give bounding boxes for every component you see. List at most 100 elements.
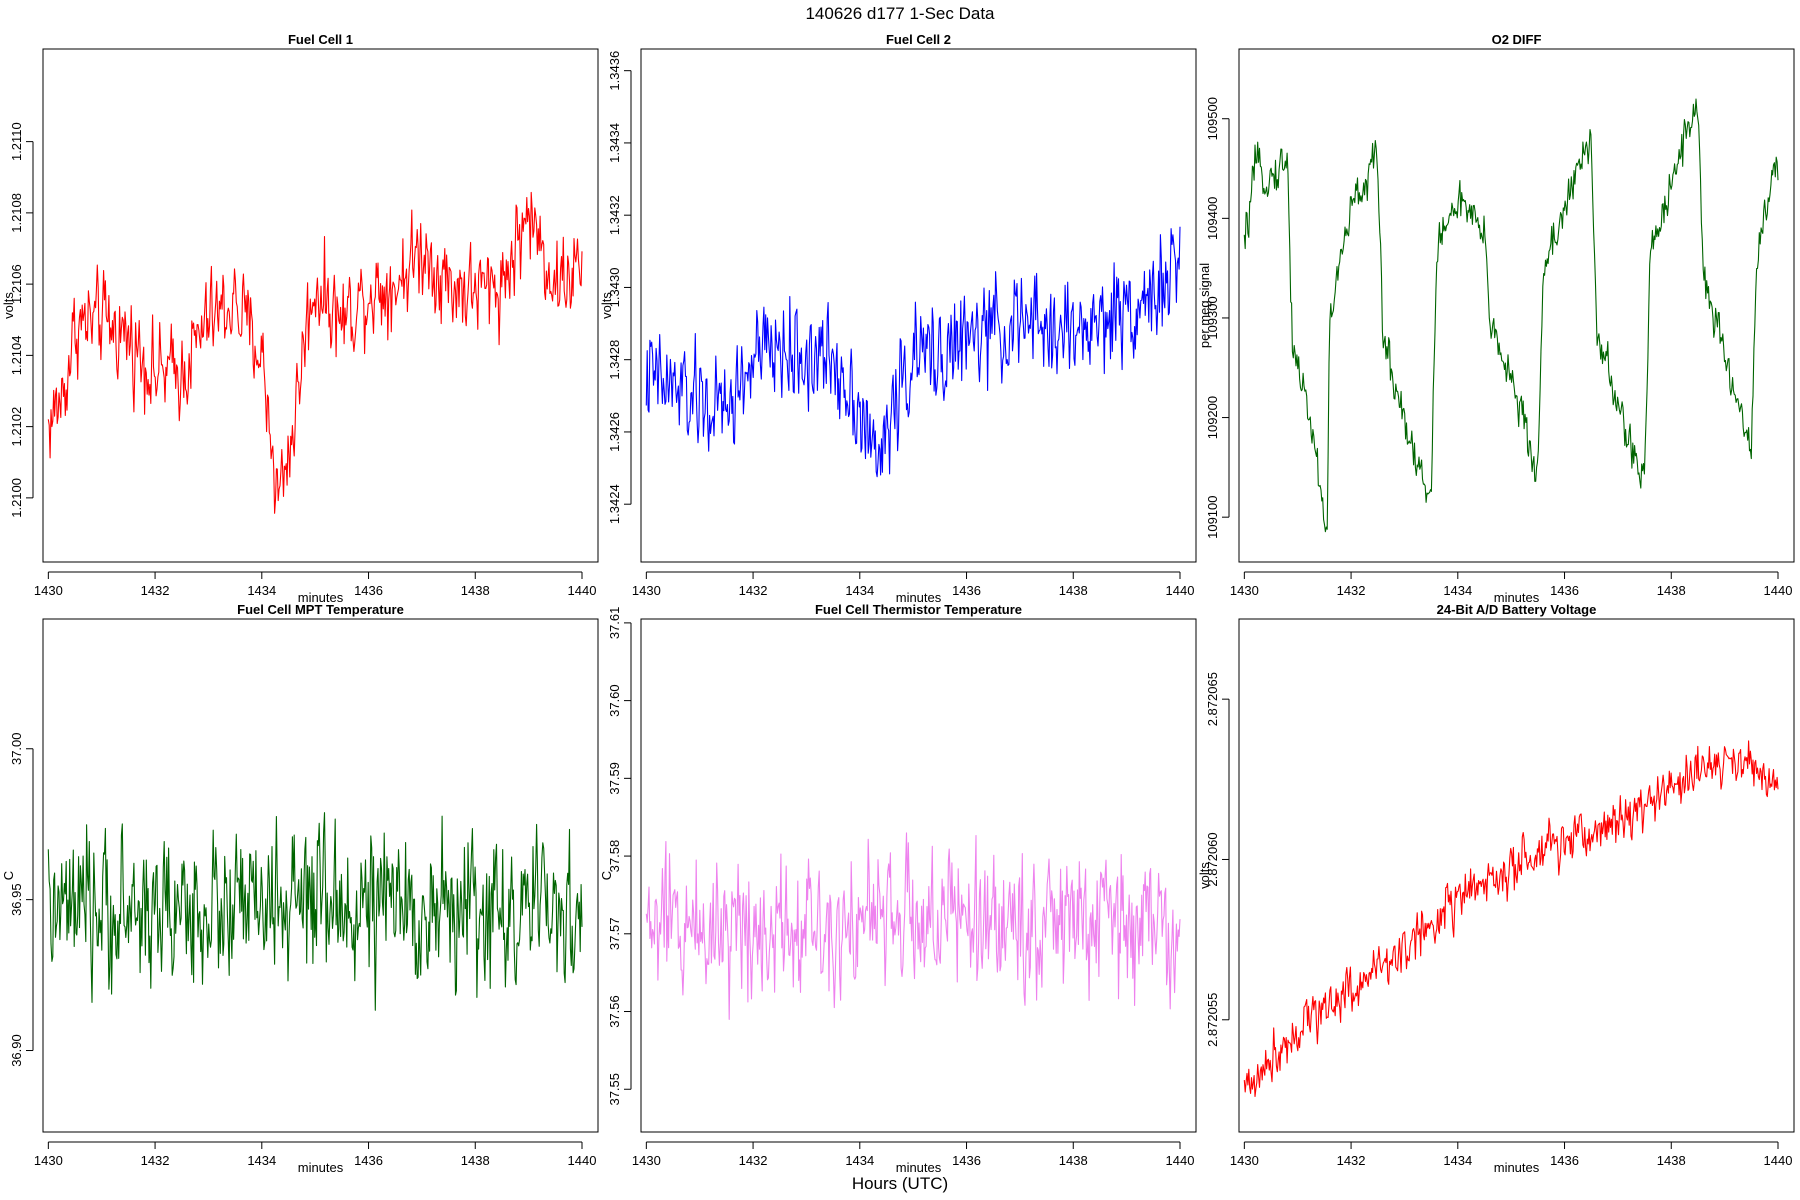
x-tick-label: 1440 [568, 583, 597, 598]
x-tick-label: 1440 [1166, 583, 1195, 598]
y-tick-label: 1.3436 [607, 51, 622, 91]
x-tick-label: 1436 [354, 583, 383, 598]
y-tick-label: 109400 [1205, 197, 1220, 240]
y-tick-label: 37.59 [607, 762, 622, 795]
panel-1: Fuel Cell 1 1430 1432 1434 1436 1438 1440 minut… [1, 32, 599, 605]
x-tick-label: 1430 [1230, 1153, 1259, 1168]
plot-frame [1238, 618, 1795, 1133]
plot-frame [1238, 48, 1795, 563]
x-axis-label: minutes [298, 590, 344, 605]
x-tick-label: 1434 [1443, 583, 1472, 598]
y-axis-label: C [1, 871, 16, 880]
x-tick-label: 1436 [1550, 1153, 1579, 1168]
x-tick-label: 1436 [1550, 583, 1579, 598]
y-tick-label: 109100 [1205, 495, 1220, 538]
x-axis-label: minutes [1494, 590, 1540, 605]
x-tick-label: 1438 [461, 583, 490, 598]
x-tick-label: 1432 [739, 1153, 768, 1168]
y-tick-label: 37.55 [607, 1073, 622, 1106]
x-tick-label: 1430 [34, 583, 63, 598]
x-axis-label: minutes [896, 1160, 942, 1175]
x-tick-label: 1432 [141, 1153, 170, 1168]
x-tick-label: 1434 [247, 1153, 276, 1168]
y-tick-label: 1.3428 [607, 340, 622, 380]
y-tick-label: 1.2110 [9, 122, 24, 161]
y-tick-label: 1.2100 [9, 478, 24, 518]
y-tick-label: 37.57 [607, 918, 622, 951]
plot-frame [42, 618, 599, 1133]
y-axis-label: volts [1, 292, 16, 319]
x-axis-label: minutes [1494, 1160, 1540, 1175]
x-tick-label: 1440 [1764, 1153, 1793, 1168]
y-tick-label: 36.90 [9, 1034, 24, 1067]
y-tick-label: 1.2102 [9, 407, 24, 447]
y-tick-label: 109500 [1205, 97, 1220, 140]
series-line [47, 191, 583, 514]
x-tick-label: 1430 [1230, 583, 1259, 598]
y-tick-label: 2.872055 [1205, 993, 1220, 1047]
y-axis-label: C [599, 871, 614, 880]
panel-6: 24-Bit A/D Battery Voltage 1430 1432 1434 14… [1197, 602, 1795, 1175]
x-tick-label: 1434 [247, 583, 276, 598]
panel-title: Fuel Cell Thermistor Temperature [815, 602, 1022, 617]
figure-xlabel: Hours (UTC) [852, 1174, 948, 1193]
x-tick-label: 1438 [1059, 1153, 1088, 1168]
panel-title: 24-Bit A/D Battery Voltage [1437, 602, 1597, 617]
y-tick-label: 1.3426 [607, 412, 622, 452]
y-tick-label: 37.61 [607, 607, 622, 640]
y-tick-label: 1.3434 [607, 123, 622, 163]
plot-frame [640, 618, 1197, 1133]
series-line [1243, 98, 1779, 533]
x-tick-label: 1432 [141, 583, 170, 598]
y-tick-label: 2.872060 [1205, 832, 1220, 886]
panel-5: Fuel Cell Thermistor Temperature 1430 1432… [599, 602, 1197, 1175]
y-tick-label: 2.872065 [1205, 672, 1220, 726]
y-tick-label: 1.3424 [607, 484, 622, 524]
x-tick-label: 1438 [1059, 583, 1088, 598]
series-line [645, 226, 1181, 478]
panel-title: Fuel Cell 1 [288, 32, 353, 47]
x-tick-label: 1430 [632, 1153, 661, 1168]
y-axis-label: volts [599, 292, 614, 319]
x-tick-label: 1434 [1443, 1153, 1472, 1168]
panel-title: Fuel Cell MPT Temperature [237, 602, 404, 617]
y-tick-label: 109200 [1205, 396, 1220, 439]
panel-4: Fuel Cell MPT Temperature 1430 1432 1434 143… [1, 602, 599, 1175]
y-tick-label: 37.60 [607, 684, 622, 717]
panel-title: O2 DIFF [1492, 32, 1542, 47]
y-tick-label: 37.00 [9, 732, 24, 765]
y-tick-label: 37.58 [607, 840, 622, 873]
y-tick-label: 109300 [1205, 296, 1220, 339]
plot-frame [42, 48, 599, 563]
x-tick-label: 1432 [1337, 583, 1366, 598]
x-tick-label: 1432 [1337, 1153, 1366, 1168]
series-line [1243, 740, 1779, 1098]
figure-title: 140626 d177 1-Sec Data [805, 4, 995, 23]
plot-frame [640, 48, 1197, 563]
x-tick-label: 1440 [1166, 1153, 1195, 1168]
x-tick-label: 1440 [568, 1153, 597, 1168]
series-line [645, 832, 1181, 1020]
x-axis-label: minutes [298, 1160, 344, 1175]
panel-title: Fuel Cell 2 [886, 32, 951, 47]
y-tick-label: 1.2104 [9, 335, 24, 375]
panel-2: Fuel Cell 2 1430 1432 1434 1436 1438 1440 minut… [599, 32, 1197, 605]
x-tick-label: 1438 [1657, 583, 1686, 598]
y-tick-label: 1.2108 [9, 193, 24, 233]
y-axis-label: volts [1197, 862, 1212, 889]
y-tick-label: 1.2106 [9, 264, 24, 304]
y-tick-label: 1.3430 [607, 268, 622, 308]
y-tick-label: 36.95 [9, 883, 24, 916]
x-tick-label: 1436 [952, 583, 981, 598]
x-tick-label: 1436 [354, 1153, 383, 1168]
x-tick-label: 1432 [739, 583, 768, 598]
y-axis-label: per meg signal [1197, 263, 1212, 348]
x-tick-label: 1434 [845, 583, 874, 598]
y-tick-label: 37.56 [607, 995, 622, 1028]
y-tick-label: 1.3432 [607, 195, 622, 235]
x-tick-label: 1438 [1657, 1153, 1686, 1168]
x-tick-label: 1434 [845, 1153, 874, 1168]
x-tick-label: 1436 [952, 1153, 981, 1168]
series-line [47, 812, 583, 1011]
